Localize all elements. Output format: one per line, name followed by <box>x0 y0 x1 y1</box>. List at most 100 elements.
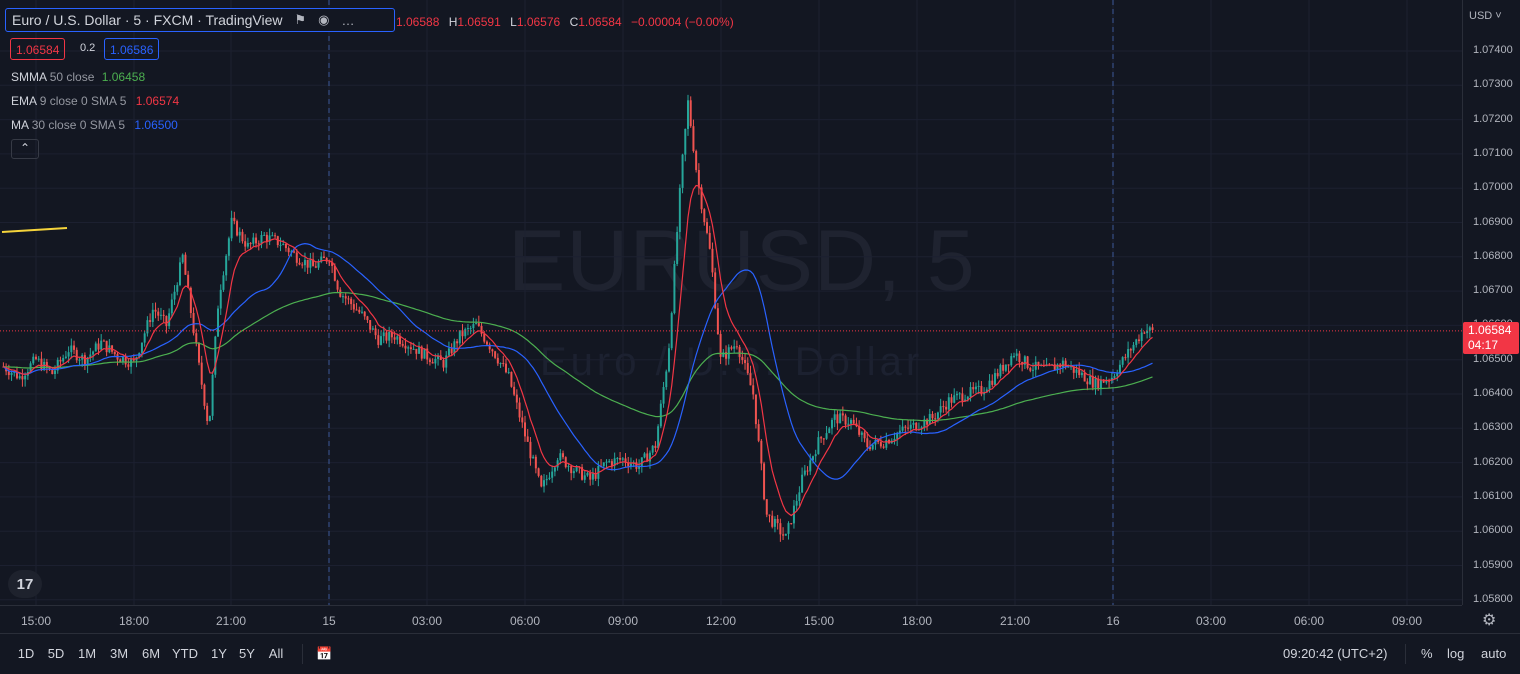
candle-body <box>279 244 282 246</box>
candle-body <box>404 345 407 349</box>
candle-body <box>1086 381 1089 385</box>
candle-body <box>339 289 342 297</box>
more-icon[interactable]: … <box>341 12 355 28</box>
candle-body <box>1099 379 1102 389</box>
candle-body <box>591 473 594 480</box>
candle-body <box>657 426 660 448</box>
candle-body <box>488 344 491 350</box>
candle-body <box>667 348 670 372</box>
candle-body <box>939 406 942 413</box>
candle-body <box>222 275 225 290</box>
candle-body <box>610 461 613 466</box>
candle-body <box>556 460 559 468</box>
candle-body <box>695 151 698 170</box>
range-button-all[interactable]: All <box>268 646 284 661</box>
indicator-ema[interactable]: EMA 9 close 0 SMA 5 1.06574 <box>11 94 179 108</box>
range-button-6m[interactable]: 6M <box>141 646 161 661</box>
auto-toggle[interactable]: auto <box>1481 646 1507 661</box>
range-button-3m[interactable]: 3M <box>109 646 129 661</box>
candle-body <box>431 361 434 364</box>
candle-body <box>456 341 459 344</box>
symbol-watermark: EURUSD, 5 <box>508 213 976 309</box>
range-button-1m[interactable]: 1M <box>77 646 97 661</box>
candle-body <box>420 346 423 359</box>
candle-body <box>907 427 910 429</box>
candle-body <box>738 346 741 357</box>
indicator-ema-params: 9 close 0 SMA 5 <box>39 94 127 108</box>
candle-body <box>559 453 562 461</box>
candle-body <box>518 402 521 418</box>
candle-body <box>173 291 176 300</box>
candle-body <box>198 343 200 363</box>
buy-button[interactable]: 1.06586 <box>104 38 160 60</box>
price-scale[interactable]: USD ˅ 1.07400 1.07300 1.07200 1.07100 1.0700… <box>1462 0 1520 605</box>
candle-body <box>828 428 831 434</box>
candle-body <box>233 217 236 222</box>
price-tick-label: 1.06100 <box>1473 489 1513 502</box>
candle-body <box>953 395 956 403</box>
collapse-legend-button[interactable]: ⌃ <box>11 139 39 159</box>
time-tick-label: 03:00 <box>411 614 443 628</box>
bottom-toolbar: 1D 5D 1M 3M 6M YTD 1Y 5Y All 📅 09:20:42 (UTC+2) … <box>0 633 1520 674</box>
clock[interactable]: 09:20:42 (UTC+2) <box>1283 646 1388 661</box>
candle-body <box>113 351 116 355</box>
candle-body <box>274 235 277 237</box>
price-tick-label: 1.05900 <box>1473 558 1513 571</box>
candle-body <box>214 336 217 375</box>
candle-body <box>1013 355 1015 357</box>
candle-body <box>858 426 861 435</box>
sell-button[interactable]: 1.06584 <box>10 38 66 60</box>
range-button-1y[interactable]: 1Y <box>211 646 227 661</box>
settings-gear-icon[interactable]: ⚙ <box>1482 612 1497 629</box>
candle-body <box>241 231 244 242</box>
candle-body <box>733 346 736 349</box>
candle-body <box>21 376 24 380</box>
candle-body <box>665 371 668 388</box>
price-tick-label: 1.06000 <box>1473 524 1513 537</box>
candle-body <box>950 397 953 403</box>
candle-body <box>393 337 396 340</box>
candle-body <box>659 403 662 427</box>
tradingview-logo-icon[interactable]: 17 <box>8 570 42 598</box>
percent-toggle[interactable]: % <box>1421 646 1433 661</box>
candle-body <box>287 248 290 253</box>
candle-body <box>140 342 143 353</box>
candle-body <box>879 442 882 447</box>
candle-body <box>860 432 863 435</box>
candle-body <box>1094 378 1097 388</box>
price-tick-label: 1.07000 <box>1473 181 1513 194</box>
time-axis[interactable]: 15:00 18:00 21:00 15 03:00 06:00 09:00 12:00 15:… <box>0 605 1462 633</box>
indicator-smma[interactable]: SMMA 50 close 1.06458 <box>11 70 145 84</box>
candle-body <box>955 393 958 396</box>
candle-body <box>472 324 475 329</box>
range-button-ytd[interactable]: YTD <box>172 646 198 661</box>
range-button-1d[interactable]: 1D <box>17 646 35 661</box>
candle-body <box>779 523 782 535</box>
symbol-title[interactable]: Euro / U.S. Dollar · 5 · FXCM · TradingV… <box>5 8 395 32</box>
candle-body <box>238 231 241 236</box>
range-button-5d[interactable]: 5D <box>47 646 65 661</box>
flag-icon[interactable]: ⚑ <box>294 12 307 27</box>
candle-body <box>1018 353 1021 363</box>
date-range-icon[interactable]: 📅 <box>316 646 333 661</box>
candle-body <box>132 359 135 361</box>
candle-body <box>1072 366 1075 373</box>
candle-body <box>309 259 312 268</box>
chart-pane[interactable]: EURUSD, 5 Euro / U.S. Dollar Euro / U.S.… <box>0 0 1462 605</box>
candle-body <box>1026 356 1029 369</box>
candle-body <box>78 359 81 361</box>
candle-body <box>1037 361 1040 366</box>
eye-icon[interactable]: ◉ <box>318 12 330 27</box>
candlestick-chart[interactable] <box>0 0 1462 605</box>
candle-body <box>206 405 209 422</box>
candle-body <box>1140 332 1143 341</box>
indicator-ma[interactable]: MA 30 close 0 SMA 5 1.06500 <box>11 118 178 132</box>
candle-body <box>458 330 461 344</box>
candle-body <box>551 471 554 478</box>
log-toggle[interactable]: log <box>1447 646 1465 661</box>
candle-body <box>822 438 825 440</box>
currency-selector[interactable]: USD ˅ <box>1469 10 1502 22</box>
range-button-5y[interactable]: 5Y <box>239 646 255 661</box>
candle-body <box>532 456 535 459</box>
spread-value: 0.2 <box>80 42 96 54</box>
